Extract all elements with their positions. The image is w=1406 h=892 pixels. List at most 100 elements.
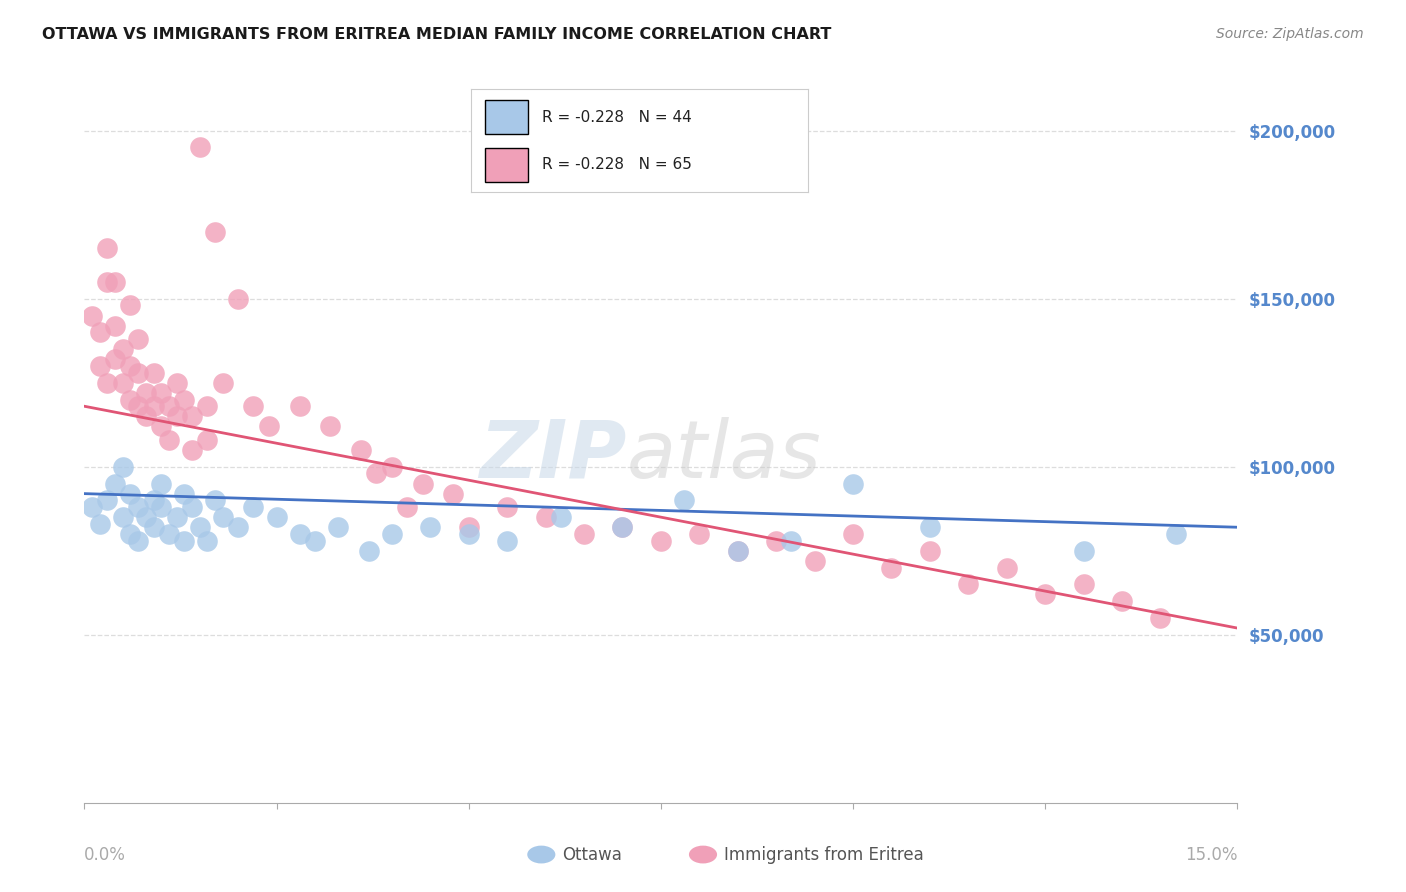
Point (166, 409, 188, 424)
Point (1111, 594, 1133, 608)
Point (550, 510, 572, 524)
Point (211, 510, 233, 524)
Text: R = -0.228   N = 65: R = -0.228 N = 65 (541, 157, 692, 171)
Point (612, 520, 634, 534)
Point (1073, 577, 1095, 591)
Point (1073, 543, 1095, 558)
Text: atlas: atlas (626, 417, 821, 495)
Point (157, 527, 180, 541)
Point (173, 533, 195, 548)
FancyBboxPatch shape (485, 101, 529, 135)
Point (366, 467, 388, 481)
Point (89, 516, 111, 531)
Point (572, 527, 595, 541)
Point (672, 493, 695, 508)
Point (266, 510, 288, 524)
Point (1033, 587, 1056, 601)
Point (181, 500, 204, 514)
Point (120, 527, 142, 541)
Point (226, 520, 249, 534)
Point (96, 376, 118, 390)
Point (104, 476, 127, 491)
Point (127, 533, 149, 548)
Point (412, 476, 434, 491)
Point (211, 376, 233, 390)
Point (204, 493, 226, 508)
Point (918, 543, 941, 558)
Point (166, 376, 188, 390)
Text: ZIP: ZIP (479, 417, 626, 495)
Point (96, 493, 118, 508)
Point (111, 459, 134, 474)
Point (188, 140, 211, 154)
Point (326, 520, 349, 534)
Point (880, 560, 903, 574)
Point (957, 577, 980, 591)
Point (441, 486, 464, 500)
Point (195, 533, 218, 548)
Point (127, 366, 149, 380)
Point (195, 433, 218, 447)
Point (127, 332, 149, 346)
Point (612, 520, 634, 534)
Point (780, 533, 803, 548)
Point (142, 493, 165, 508)
Point (350, 442, 373, 457)
Point (150, 476, 173, 491)
Point (111, 342, 134, 356)
Point (195, 399, 218, 413)
Point (111, 510, 134, 524)
Point (157, 433, 180, 447)
Point (918, 520, 941, 534)
Point (111, 376, 134, 390)
Point (120, 392, 142, 407)
Point (188, 520, 211, 534)
Point (842, 527, 865, 541)
Point (396, 500, 419, 514)
Point (142, 366, 165, 380)
Point (135, 385, 157, 400)
Point (727, 543, 749, 558)
Point (534, 510, 557, 524)
Point (319, 419, 342, 434)
Point (357, 543, 380, 558)
Point (135, 510, 157, 524)
Point (204, 225, 226, 239)
Point (120, 486, 142, 500)
Point (496, 533, 519, 548)
Point (157, 399, 180, 413)
Point (104, 352, 127, 367)
Point (995, 560, 1018, 574)
Point (80, 500, 103, 514)
Point (166, 510, 188, 524)
Point (142, 520, 165, 534)
Point (842, 476, 865, 491)
Text: 15.0%: 15.0% (1185, 847, 1237, 864)
Point (765, 533, 787, 548)
Point (496, 500, 519, 514)
Text: R = -0.228   N = 44: R = -0.228 N = 44 (541, 110, 692, 125)
Point (135, 409, 157, 424)
Point (80, 309, 103, 323)
Point (257, 419, 280, 434)
Point (457, 520, 479, 534)
Point (727, 543, 749, 558)
Point (1149, 611, 1171, 625)
Point (173, 486, 195, 500)
Point (688, 527, 710, 541)
Text: Source: ZipAtlas.com: Source: ZipAtlas.com (1216, 27, 1364, 41)
Point (650, 533, 672, 548)
Point (381, 527, 404, 541)
Point (104, 318, 127, 333)
Point (127, 500, 149, 514)
Point (120, 298, 142, 312)
Point (419, 520, 441, 534)
Point (381, 459, 404, 474)
Point (242, 399, 264, 413)
Point (181, 409, 204, 424)
Point (1164, 527, 1187, 541)
Text: OTTAWA VS IMMIGRANTS FROM ERITREA MEDIAN FAMILY INCOME CORRELATION CHART: OTTAWA VS IMMIGRANTS FROM ERITREA MEDIAN… (42, 27, 831, 42)
Point (96, 275, 118, 289)
Point (96, 241, 118, 255)
Point (150, 385, 173, 400)
